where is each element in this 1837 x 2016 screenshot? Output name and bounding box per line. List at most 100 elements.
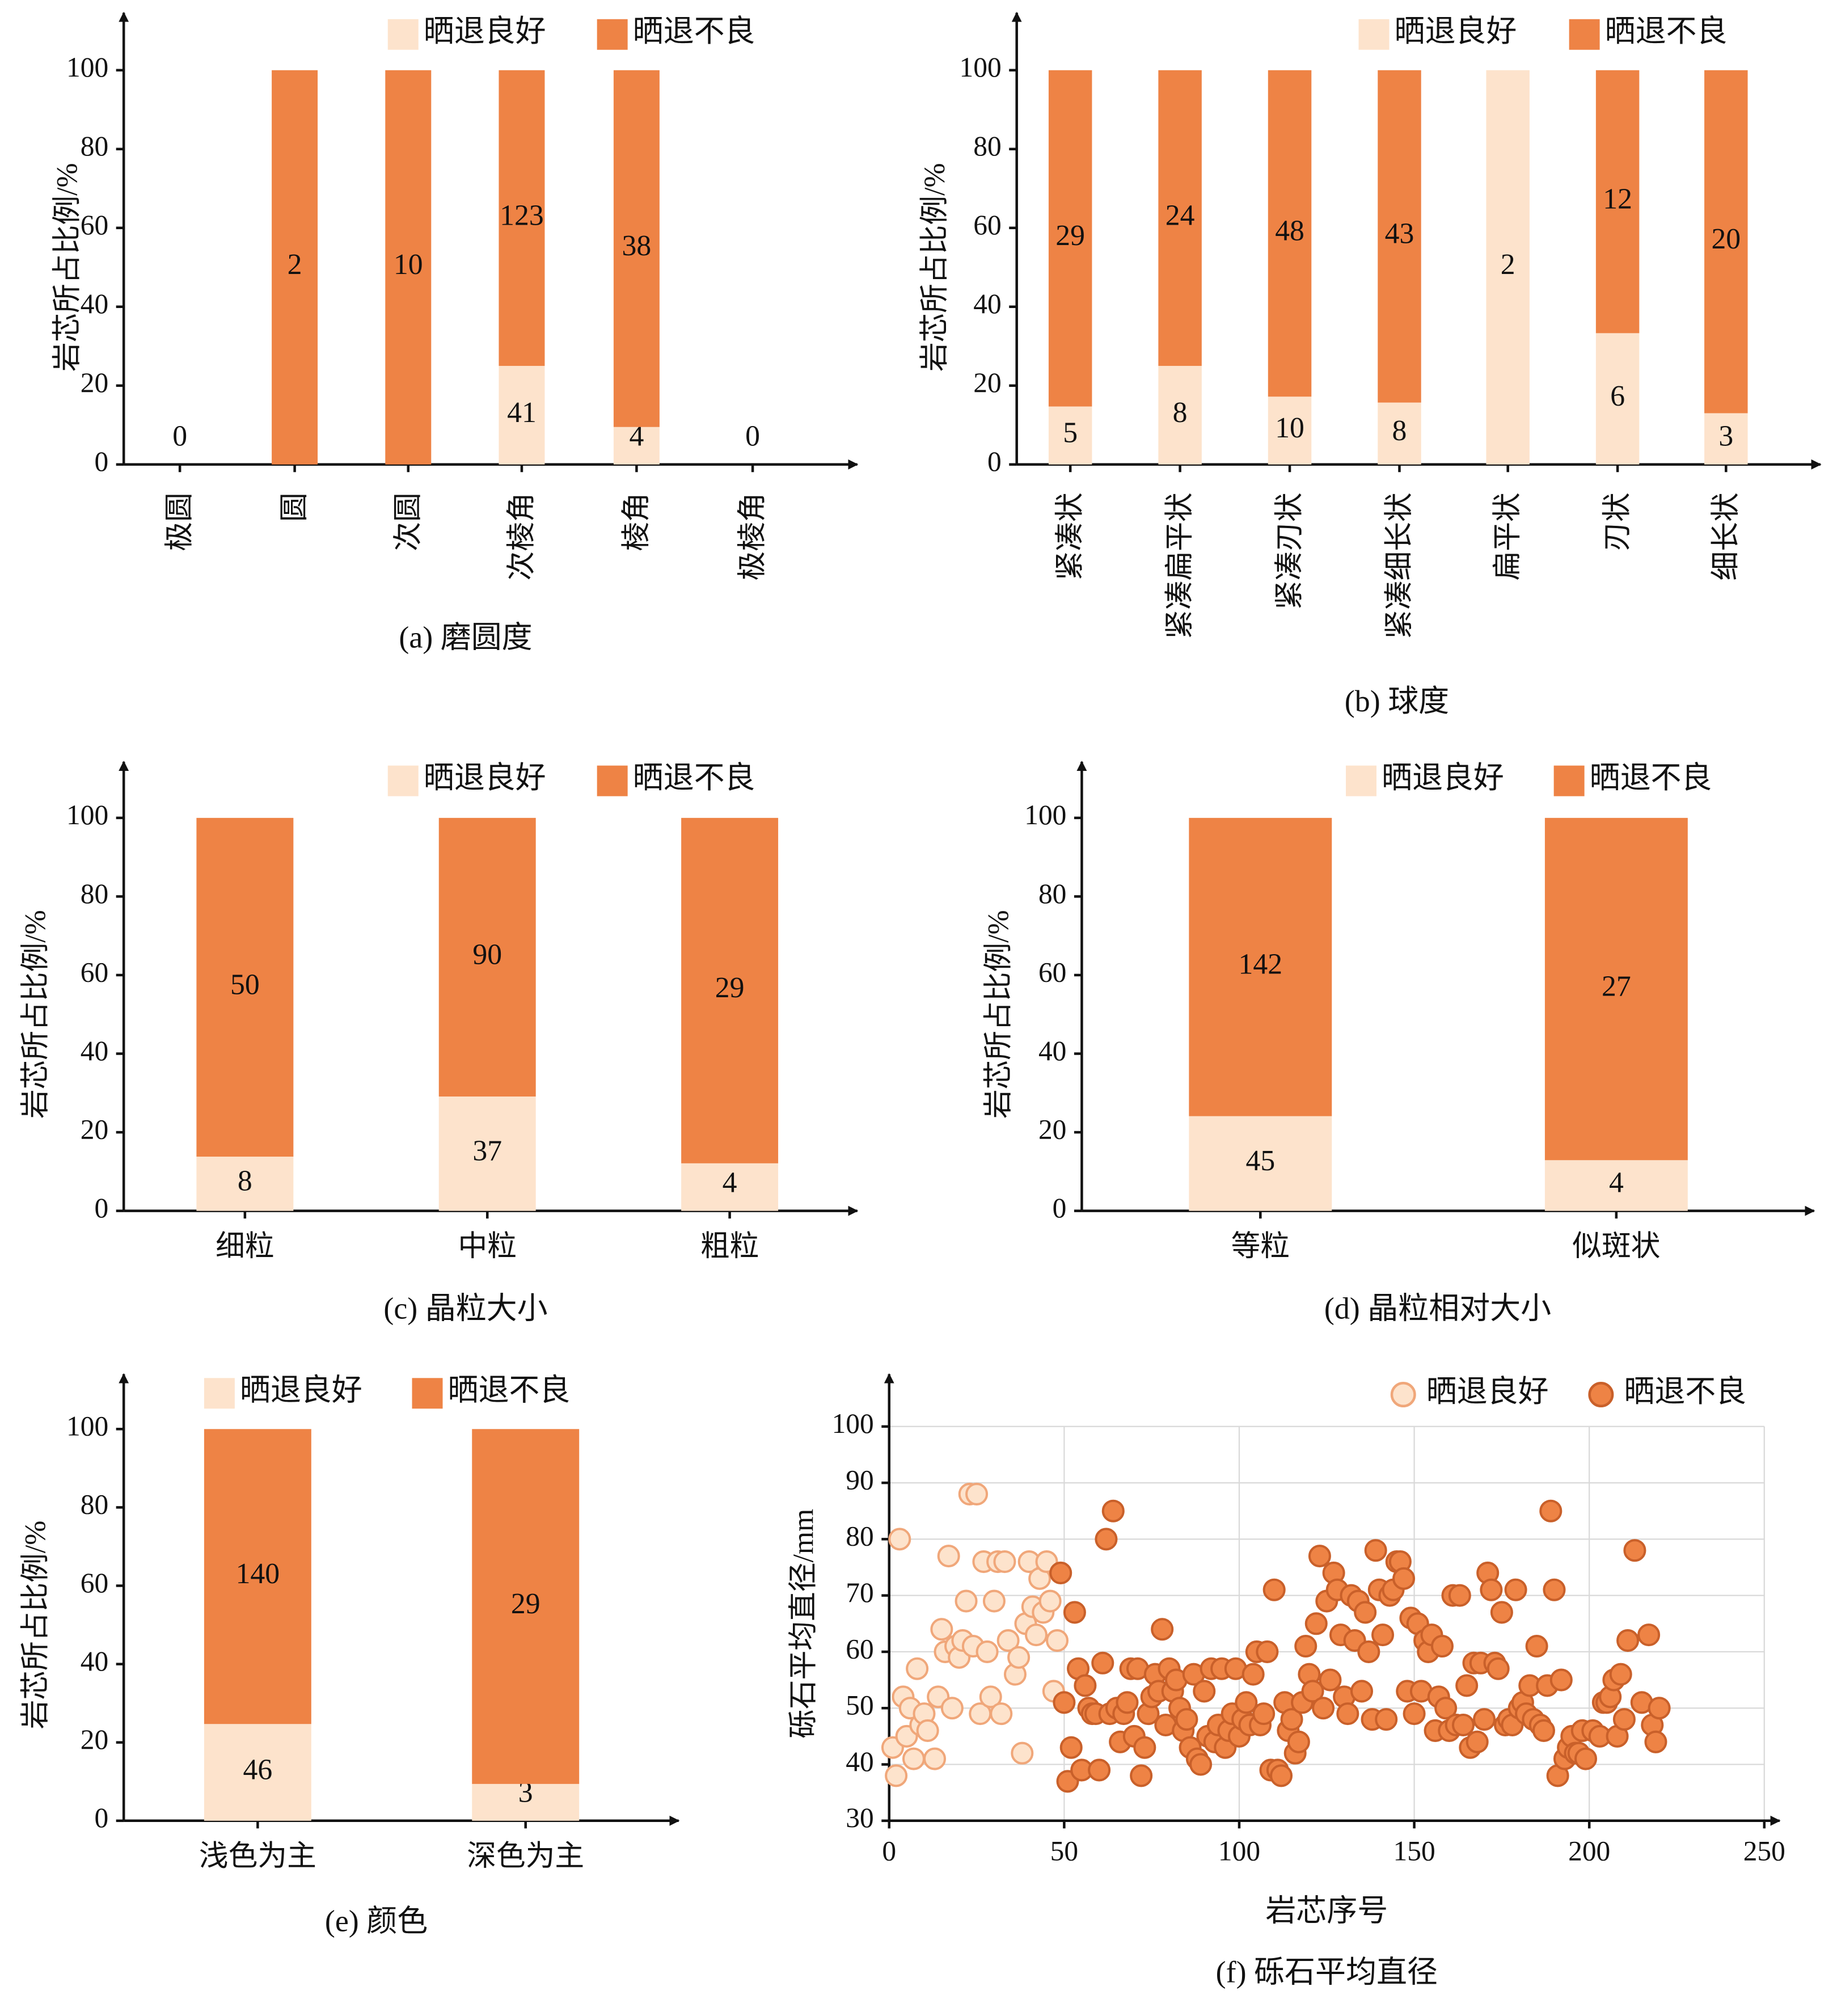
legend-label: 晒退良好 [1382, 761, 1504, 795]
legend-label: 晒退不良 [633, 14, 755, 48]
legend-label: 晒退良好 [1394, 14, 1517, 48]
bar-segment [1268, 70, 1312, 397]
scatter-point [1088, 1758, 1111, 1782]
legend-label: 晒退不良 [1590, 761, 1712, 795]
y-tick-label: 80 [81, 130, 108, 162]
legend-marker [1588, 1382, 1614, 1408]
legend-swatch [597, 19, 628, 50]
x-tick-label: 0 [882, 1836, 896, 1867]
bar-segment [1595, 70, 1640, 334]
x-tick-label: 细长状 [1710, 492, 1742, 580]
y-tick-label: 100 [66, 52, 108, 83]
data-label: 38 [622, 230, 652, 262]
data-label: 29 [511, 1588, 540, 1620]
data-label: 46 [243, 1753, 273, 1786]
x-tick-label: 似斑状 [1572, 1230, 1660, 1263]
scatter-point [1350, 1680, 1374, 1703]
x-tick-label: 次圆 [392, 492, 424, 551]
scatter-point [1371, 1623, 1395, 1647]
x-tick-label: 极棱角 [737, 492, 769, 580]
scatter-point [1637, 1623, 1661, 1647]
scatter-point [1434, 1697, 1458, 1720]
y-tick-label: 40 [81, 1646, 108, 1677]
y-axis-label: 岩芯所占比例/% [52, 163, 84, 372]
x-tick-label: 次棱角 [505, 492, 538, 580]
scatter-point [1053, 1691, 1076, 1714]
y-tick-label: 30 [846, 1802, 873, 1833]
y-tick-label: 20 [81, 1724, 108, 1755]
y-tick-label: 60 [846, 1633, 873, 1664]
data-label: 8 [1392, 415, 1407, 447]
legend-label: 晒退不良 [1624, 1374, 1746, 1408]
scatter-point [996, 1629, 1020, 1652]
y-tick-label: 0 [987, 446, 1002, 477]
data-label: 24 [1165, 199, 1195, 231]
scatter-point [1304, 1612, 1328, 1635]
bar-segment [499, 366, 545, 465]
x-tick-label: 中粒 [458, 1230, 517, 1263]
scatter-point [975, 1640, 999, 1663]
x-tick-label: 200 [1568, 1836, 1610, 1867]
y-tick-label: 80 [1038, 878, 1066, 909]
scatter-point [1480, 1578, 1503, 1601]
scatter-point [1532, 1719, 1555, 1742]
x-tick-label: 紧凑细长状 [1383, 492, 1416, 639]
data-label: 4 [1609, 1167, 1624, 1199]
bar-segment [204, 1724, 311, 1821]
scatter-point [1308, 1545, 1331, 1568]
y-tick-label: 90 [846, 1464, 873, 1495]
bar-segment [1189, 1116, 1332, 1211]
bar-segment [1048, 406, 1092, 465]
bar-segment [499, 70, 545, 366]
x-tick-label: 圆 [278, 492, 311, 522]
scatter-point [982, 1589, 1006, 1613]
data-label: 0 [172, 420, 187, 453]
scatter-point [888, 1528, 911, 1551]
data-label: 12 [1603, 183, 1632, 215]
bar-segment [272, 70, 318, 465]
y-axis-label: 砾石平均直径/mm [787, 1509, 820, 1739]
scatter-point [1175, 1708, 1198, 1731]
scatter-point [1287, 1730, 1310, 1753]
x-tick-label: 细粒 [216, 1230, 274, 1263]
y-tick-label: 20 [81, 1114, 108, 1145]
y-tick-label: 40 [81, 1035, 108, 1066]
y-tick-label: 80 [846, 1521, 873, 1552]
scatter-point [1364, 1539, 1387, 1562]
scatter-point [1270, 1764, 1293, 1787]
y-tick-label: 80 [81, 1489, 108, 1520]
legend-swatch [1553, 765, 1585, 796]
legend-label: 晒退良好 [424, 761, 546, 795]
y-tick-label: 20 [973, 367, 1001, 398]
y-tick-label: 0 [94, 1192, 108, 1224]
legend-label: 晒退不良 [633, 761, 755, 795]
y-tick-label: 40 [1038, 1035, 1066, 1066]
y-tick-label: 100 [960, 52, 1002, 83]
legend-swatch [597, 765, 628, 796]
x-tick-label: 250 [1743, 1836, 1785, 1867]
bar-segment [1378, 70, 1421, 403]
scatter-point [1091, 1651, 1114, 1675]
data-label: 3 [1718, 420, 1733, 452]
scatter-point [1280, 1708, 1303, 1731]
bar-segment [472, 1783, 580, 1821]
scatter-point [1241, 1663, 1265, 1686]
bar-segment [1158, 366, 1202, 465]
scatter-point [1455, 1674, 1479, 1697]
y-tick-label: 20 [81, 367, 108, 398]
data-label: 10 [1275, 412, 1304, 444]
bar-segment [1378, 402, 1421, 465]
x-tick-label: 紧凑刃状 [1274, 492, 1306, 610]
scatter-point [1543, 1578, 1566, 1601]
bar-segment [472, 1429, 580, 1784]
scatter-point [1448, 1584, 1471, 1607]
y-tick-label: 60 [1038, 956, 1066, 988]
scatter-point [1116, 1691, 1139, 1714]
data-label: 20 [1711, 223, 1741, 255]
bar-segment [1268, 397, 1312, 465]
y-tick-label: 100 [1024, 799, 1066, 830]
scatter-point [1011, 1741, 1034, 1765]
scatter-point [1466, 1730, 1489, 1753]
scatter-point [940, 1697, 964, 1720]
